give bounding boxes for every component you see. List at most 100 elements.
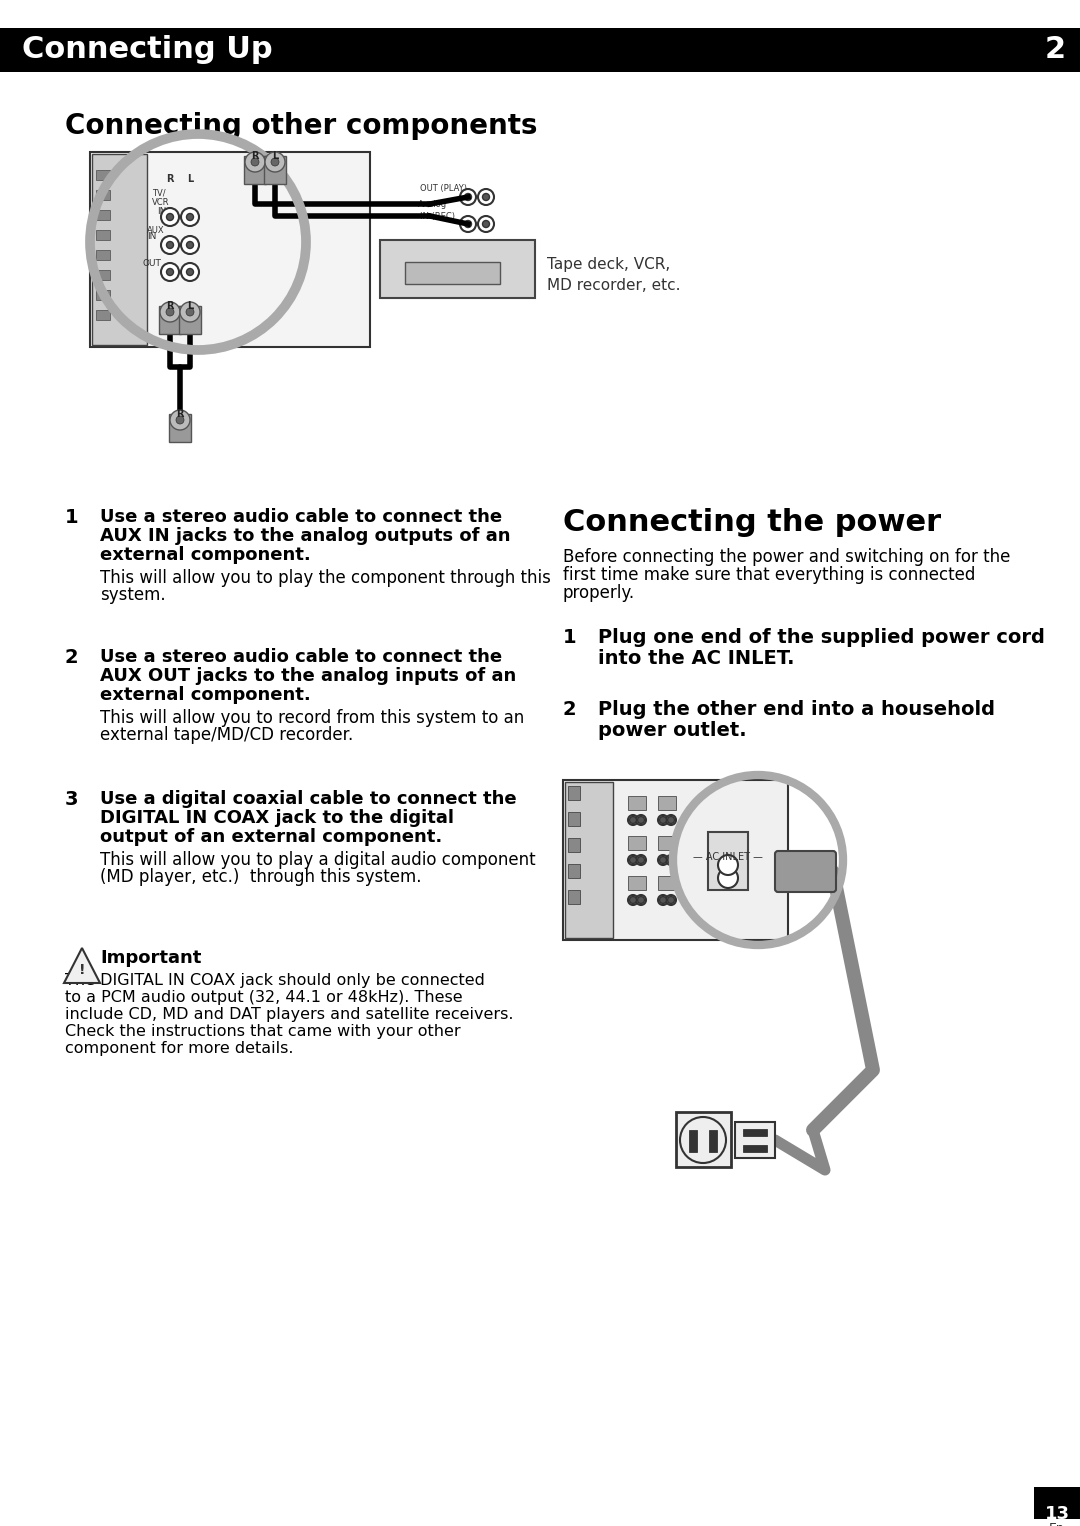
Text: The DIGITAL IN COAX jack should only be connected: The DIGITAL IN COAX jack should only be … [65, 974, 485, 987]
Circle shape [166, 308, 174, 316]
Bar [405, 262, 500, 284]
Bar [565, 781, 613, 938]
Text: This will allow you to play the component through this: This will allow you to play the componen… [100, 569, 551, 588]
Circle shape [187, 269, 193, 276]
Bar [380, 240, 535, 298]
Circle shape [680, 1117, 726, 1163]
Circle shape [667, 856, 675, 864]
Text: IN (REC): IN (REC) [420, 212, 455, 221]
Text: Connecting Up: Connecting Up [22, 35, 272, 64]
Text: output of an external component.: output of an external component. [100, 829, 442, 845]
Circle shape [627, 815, 638, 826]
Circle shape [637, 896, 645, 903]
Circle shape [464, 220, 472, 227]
Text: 1: 1 [563, 629, 577, 647]
Circle shape [271, 159, 279, 166]
Text: DIGITAL IN COAX jack to the digital: DIGITAL IN COAX jack to the digital [100, 809, 454, 827]
Circle shape [636, 815, 646, 826]
Circle shape [180, 302, 200, 322]
Text: AUX IN jacks to the analog outputs of an: AUX IN jacks to the analog outputs of an [100, 526, 511, 545]
Circle shape [170, 410, 190, 430]
Text: AUX: AUX [147, 226, 164, 235]
Circle shape [166, 214, 174, 220]
Circle shape [464, 194, 472, 200]
Circle shape [660, 896, 666, 903]
Bar [708, 832, 748, 890]
Text: IN: IN [147, 232, 157, 241]
Text: This will allow you to record from this system to an: This will allow you to record from this … [100, 710, 524, 726]
Text: Tape deck, VCR,
MD recorder, etc.: Tape deck, VCR, MD recorder, etc. [546, 256, 680, 293]
Text: VCR: VCR [152, 198, 170, 208]
Bar [563, 780, 788, 940]
Circle shape [161, 237, 179, 253]
Text: !: ! [79, 963, 85, 977]
Text: into the AC INLET.: into the AC INLET. [598, 649, 795, 668]
Bar [96, 211, 110, 220]
Text: L: L [187, 301, 193, 311]
Circle shape [187, 214, 193, 220]
Text: to a PCM audio output (32, 44.1 or 48kHz). These: to a PCM audio output (32, 44.1 or 48kHz… [65, 990, 462, 1006]
Text: first time make sure that everything is connected: first time make sure that everything is … [563, 566, 975, 584]
Text: OUT: OUT [143, 259, 161, 269]
Text: properly.: properly. [563, 584, 635, 601]
Circle shape [660, 816, 666, 824]
Bar [627, 836, 646, 850]
Text: component for more details.: component for more details. [65, 1041, 294, 1056]
Text: 3: 3 [65, 790, 79, 809]
Text: R: R [166, 301, 174, 311]
Text: Plug one end of the supplied power cord: Plug one end of the supplied power cord [598, 629, 1044, 647]
Text: external tape/MD/CD recorder.: external tape/MD/CD recorder. [100, 726, 353, 745]
Circle shape [460, 189, 476, 204]
Text: external component.: external component. [100, 687, 311, 703]
Text: R: R [252, 151, 259, 162]
Text: L: L [187, 174, 193, 185]
Circle shape [660, 856, 666, 864]
Text: R: R [176, 409, 184, 420]
Text: 2: 2 [563, 700, 577, 719]
Circle shape [718, 855, 738, 874]
Circle shape [630, 896, 636, 903]
Circle shape [483, 194, 489, 200]
Bar [568, 812, 580, 826]
Bar [743, 1144, 767, 1152]
Text: Connecting other components: Connecting other components [65, 111, 538, 140]
Bar [568, 890, 580, 903]
Bar [658, 797, 676, 810]
Bar [96, 250, 110, 259]
Bar [168, 414, 191, 443]
Text: AUX OUT jacks to the analog inputs of an: AUX OUT jacks to the analog inputs of an [100, 667, 516, 685]
Circle shape [176, 417, 184, 424]
Bar [627, 797, 646, 810]
Text: include CD, MD and DAT players and satellite receivers.: include CD, MD and DAT players and satel… [65, 1007, 513, 1022]
Circle shape [166, 241, 174, 249]
Bar [96, 169, 110, 180]
Circle shape [181, 237, 199, 253]
Text: OUT (PLAY): OUT (PLAY) [420, 185, 467, 192]
Circle shape [666, 855, 676, 865]
Text: Use a stereo audio cable to connect the: Use a stereo audio cable to connect the [100, 649, 502, 665]
Circle shape [666, 896, 676, 905]
Bar [96, 191, 110, 200]
Circle shape [637, 816, 645, 824]
Bar [1034, 1486, 1080, 1518]
Circle shape [630, 816, 636, 824]
Bar [96, 310, 110, 320]
Bar [90, 153, 370, 346]
Circle shape [637, 856, 645, 864]
Circle shape [636, 896, 646, 905]
Text: external component.: external component. [100, 546, 311, 565]
Text: power outlet.: power outlet. [598, 720, 746, 740]
Text: L: L [272, 151, 279, 162]
Text: En: En [1049, 1521, 1065, 1526]
Bar [0, 27, 1080, 72]
Bar [735, 1122, 775, 1158]
Text: Use a stereo audio cable to connect the: Use a stereo audio cable to connect the [100, 508, 502, 526]
Text: Connecting the power: Connecting the power [563, 508, 941, 537]
Text: Important: Important [100, 949, 201, 967]
Text: 2: 2 [65, 649, 79, 667]
FancyBboxPatch shape [775, 852, 836, 893]
Circle shape [667, 816, 675, 824]
Bar [264, 156, 286, 185]
Text: — AC INLET —: — AC INLET — [693, 852, 762, 862]
Bar [159, 307, 181, 334]
